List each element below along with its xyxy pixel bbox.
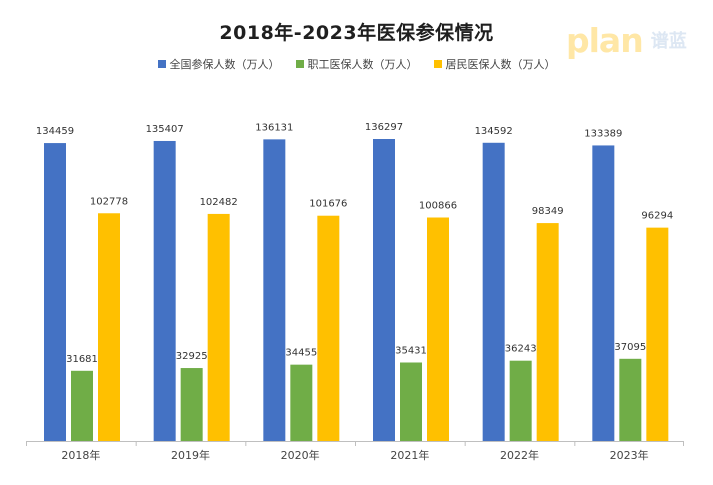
data-label-resident: 102778 bbox=[90, 196, 128, 207]
bar-employee bbox=[71, 370, 93, 441]
bar-total bbox=[373, 139, 395, 441]
data-label-employee: 34455 bbox=[285, 348, 317, 359]
legend-label-employee: 职工医保人数（万人） bbox=[307, 58, 418, 71]
legend-label-total: 全国参保人数（万人） bbox=[169, 58, 280, 71]
legend-swatch-employee bbox=[295, 60, 304, 68]
legend-item-resident: 居民医保人数（万人） bbox=[433, 56, 556, 72]
legend-item-total: 全国参保人数（万人） bbox=[157, 56, 280, 72]
legend-item-employee: 职工医保人数（万人） bbox=[295, 56, 418, 72]
data-label-employee: 37095 bbox=[614, 342, 646, 353]
legend-swatch-total bbox=[157, 60, 166, 68]
x-tick-label: 2018年 bbox=[61, 448, 100, 462]
data-label-total: 136297 bbox=[365, 122, 403, 133]
x-tick-label: 2019年 bbox=[171, 448, 210, 462]
data-label-total: 134592 bbox=[475, 126, 513, 137]
data-label-total: 135407 bbox=[146, 124, 184, 135]
data-label-employee: 36243 bbox=[505, 344, 537, 355]
bar-total bbox=[153, 140, 176, 441]
data-label-resident: 100866 bbox=[419, 201, 457, 212]
legend-label-resident: 居民医保人数（万人） bbox=[445, 58, 556, 71]
data-label-resident: 98349 bbox=[532, 206, 564, 217]
bar-employee bbox=[290, 364, 313, 441]
bar-resident bbox=[317, 215, 340, 441]
data-label-employee: 32925 bbox=[176, 351, 208, 362]
data-label-employee: 31681 bbox=[66, 354, 98, 365]
x-tick-label: 2022年 bbox=[500, 448, 539, 462]
x-tick-label: 2023年 bbox=[610, 448, 649, 462]
bar-employee bbox=[509, 360, 532, 441]
data-label-resident: 101676 bbox=[309, 199, 347, 210]
chart-title: 2018年-2023年医保参保情况 bbox=[219, 22, 494, 44]
x-tick-label: 2021年 bbox=[390, 448, 429, 462]
data-label-total: 133389 bbox=[584, 128, 622, 139]
bar-total bbox=[44, 143, 66, 441]
watermark-logo: plan 谱蓝 bbox=[566, 20, 687, 60]
bar-employee bbox=[619, 358, 642, 441]
bar-resident bbox=[207, 213, 230, 441]
watermark-cjk: 谱蓝 bbox=[650, 31, 687, 52]
bar-resident bbox=[646, 227, 669, 441]
bar-employee bbox=[180, 368, 203, 441]
bar-total bbox=[263, 139, 286, 442]
legend: 全国参保人数（万人） 职工医保人数（万人） 居民医保人数（万人） bbox=[0, 56, 713, 72]
bar-employee bbox=[400, 362, 422, 441]
data-label-resident: 102482 bbox=[200, 197, 238, 208]
data-label-total: 134459 bbox=[36, 126, 74, 137]
x-tick-label: 2020年 bbox=[281, 448, 320, 462]
watermark-latin: plan bbox=[566, 20, 644, 60]
bar-resident bbox=[427, 217, 449, 441]
bar-resident bbox=[536, 223, 559, 441]
data-label-total: 136131 bbox=[255, 122, 293, 133]
data-label-employee: 35431 bbox=[395, 345, 427, 356]
bar-total bbox=[482, 142, 505, 442]
data-label-resident: 96294 bbox=[641, 211, 673, 222]
bar-resident bbox=[98, 213, 120, 441]
bar-total bbox=[592, 145, 615, 441]
legend-swatch-resident bbox=[433, 60, 442, 68]
